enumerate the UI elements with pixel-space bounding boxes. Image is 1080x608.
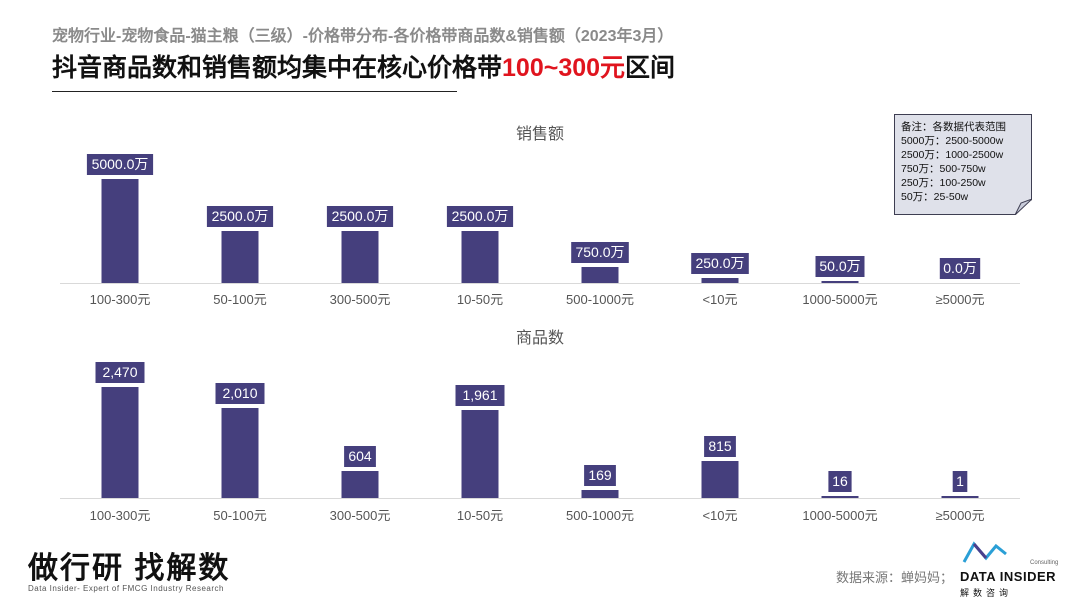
x-tick-label: 300-500元 [330, 292, 391, 307]
data-label-box [206, 206, 274, 227]
data-label-box [571, 242, 629, 263]
logo-sub-text: 解数咨询 [960, 588, 1013, 598]
note-line: 5000万：2500-5000w [901, 135, 1004, 147]
page-headline: 抖音商品数和销售额均集中在核心价格带100~300元区间 [52, 48, 675, 84]
x-tick-label: 500-1000元 [566, 292, 634, 307]
bar [101, 387, 139, 498]
bar [821, 281, 859, 283]
x-tick-label: 10-50元 [457, 292, 503, 307]
logo-main-text: DATA INSIDER [960, 569, 1057, 584]
note-line: 50万：25-50w [901, 191, 969, 203]
x-tick-label: ≥5000元 [935, 292, 984, 307]
data-label: 2500.0万 [452, 208, 509, 224]
data-label-box [828, 471, 852, 492]
data-label-box [215, 383, 265, 404]
x-tick-label: 10-50元 [457, 508, 503, 523]
data-label: 50.0万 [819, 258, 860, 274]
bar [461, 231, 499, 283]
x-tick-label: 300-500元 [330, 508, 391, 523]
bar [461, 410, 499, 498]
data-label: 250.0万 [695, 255, 744, 271]
bar [581, 490, 619, 498]
bar [821, 496, 859, 498]
note-line: 备注：各数据代表范围 [901, 121, 1006, 133]
headline-prefix: 抖音商品数和销售额均集中在核心价格带 [52, 54, 503, 82]
x-tick-label: 50-100元 [213, 292, 266, 307]
page-subtitle: 宠物行业-宠物食品-猫主粮（三级）-价格带分布-各价格带商品数&销售额（2023… [52, 28, 674, 45]
x-tick-label: 1000-5000元 [802, 508, 877, 523]
x-tick-label: 500-1000元 [566, 508, 634, 523]
bar [101, 179, 139, 283]
data-label-box [344, 446, 376, 467]
data-label-box [455, 385, 505, 406]
data-label-box [952, 471, 968, 492]
data-label-box [95, 362, 145, 383]
chart-title: 商品数 [516, 329, 564, 347]
data-label-box [584, 465, 616, 486]
chart-2: 商品数 2,470 100-300元 2,010 50-100元 604 300-500元 1… [60, 329, 1020, 523]
data-label: 2500.0万 [332, 208, 389, 224]
bar [341, 471, 379, 498]
note-fold-corner [1015, 199, 1032, 215]
data-label: 2,010 [222, 385, 257, 401]
logo-consulting: Consulting [1030, 560, 1059, 566]
data-source: 数据来源：蝉妈妈； [836, 570, 954, 585]
data-label-box [446, 206, 514, 227]
bar [341, 231, 379, 283]
data-label: 1,961 [462, 387, 497, 403]
data-label: 16 [832, 473, 848, 489]
bar [701, 278, 739, 283]
headline-highlight: 100~300元 [502, 54, 626, 82]
x-tick-label: <10元 [702, 292, 737, 307]
data-label-box [86, 154, 154, 175]
data-label: 0.0万 [943, 260, 976, 276]
bar [701, 461, 739, 498]
bar [941, 496, 979, 498]
data-label: 815 [708, 438, 732, 454]
headline-suffix: 区间 [625, 54, 676, 82]
data-label-box [704, 436, 736, 457]
chart-title: 销售额 [516, 125, 564, 143]
note-line: 750万：500-750w [901, 163, 986, 175]
data-label: 2500.0万 [212, 208, 269, 224]
x-tick-label: ≥5000元 [935, 508, 984, 523]
note-line: 2500万：1000-2500w [901, 149, 1004, 161]
x-tick-label: 50-100元 [213, 508, 266, 523]
data-label-box [691, 253, 749, 274]
x-tick-label: 100-300元 [90, 292, 151, 307]
data-label-box [326, 206, 394, 227]
bar [221, 408, 259, 498]
data-label: 604 [348, 448, 372, 464]
data-label: 169 [588, 467, 612, 483]
data-label-box [939, 258, 981, 279]
note-line: 250万：100-250w [901, 177, 986, 189]
data-label: 750.0万 [575, 244, 624, 260]
bar [581, 267, 619, 283]
data-insider-logo: Consulting DATA INSIDER 解数咨询 [956, 540, 1066, 604]
note-box: 备注：各数据代表范围 5000万：2500-5000w 2500万：1000-2… [894, 114, 1032, 215]
bar [221, 231, 259, 283]
brand-slogan: 做行研 找解数 [28, 552, 231, 585]
chart-1: 销售额 5000.0万 100-300元 2500.0万 50-100元 2500.0万 3… [60, 125, 1020, 307]
x-tick-label: 100-300元 [90, 508, 151, 523]
x-tick-label: 1000-5000元 [802, 292, 877, 307]
data-label: 1 [956, 473, 964, 489]
title-underline [52, 91, 457, 92]
data-label: 5000.0万 [92, 156, 149, 172]
logo-mark-icon [962, 541, 1007, 563]
brand-slogan-sub: Data Insider- Expert of FMCG Industry Re… [28, 584, 224, 593]
x-tick-label: <10元 [702, 508, 737, 523]
data-label-box [815, 256, 865, 277]
data-label: 2,470 [102, 364, 137, 380]
